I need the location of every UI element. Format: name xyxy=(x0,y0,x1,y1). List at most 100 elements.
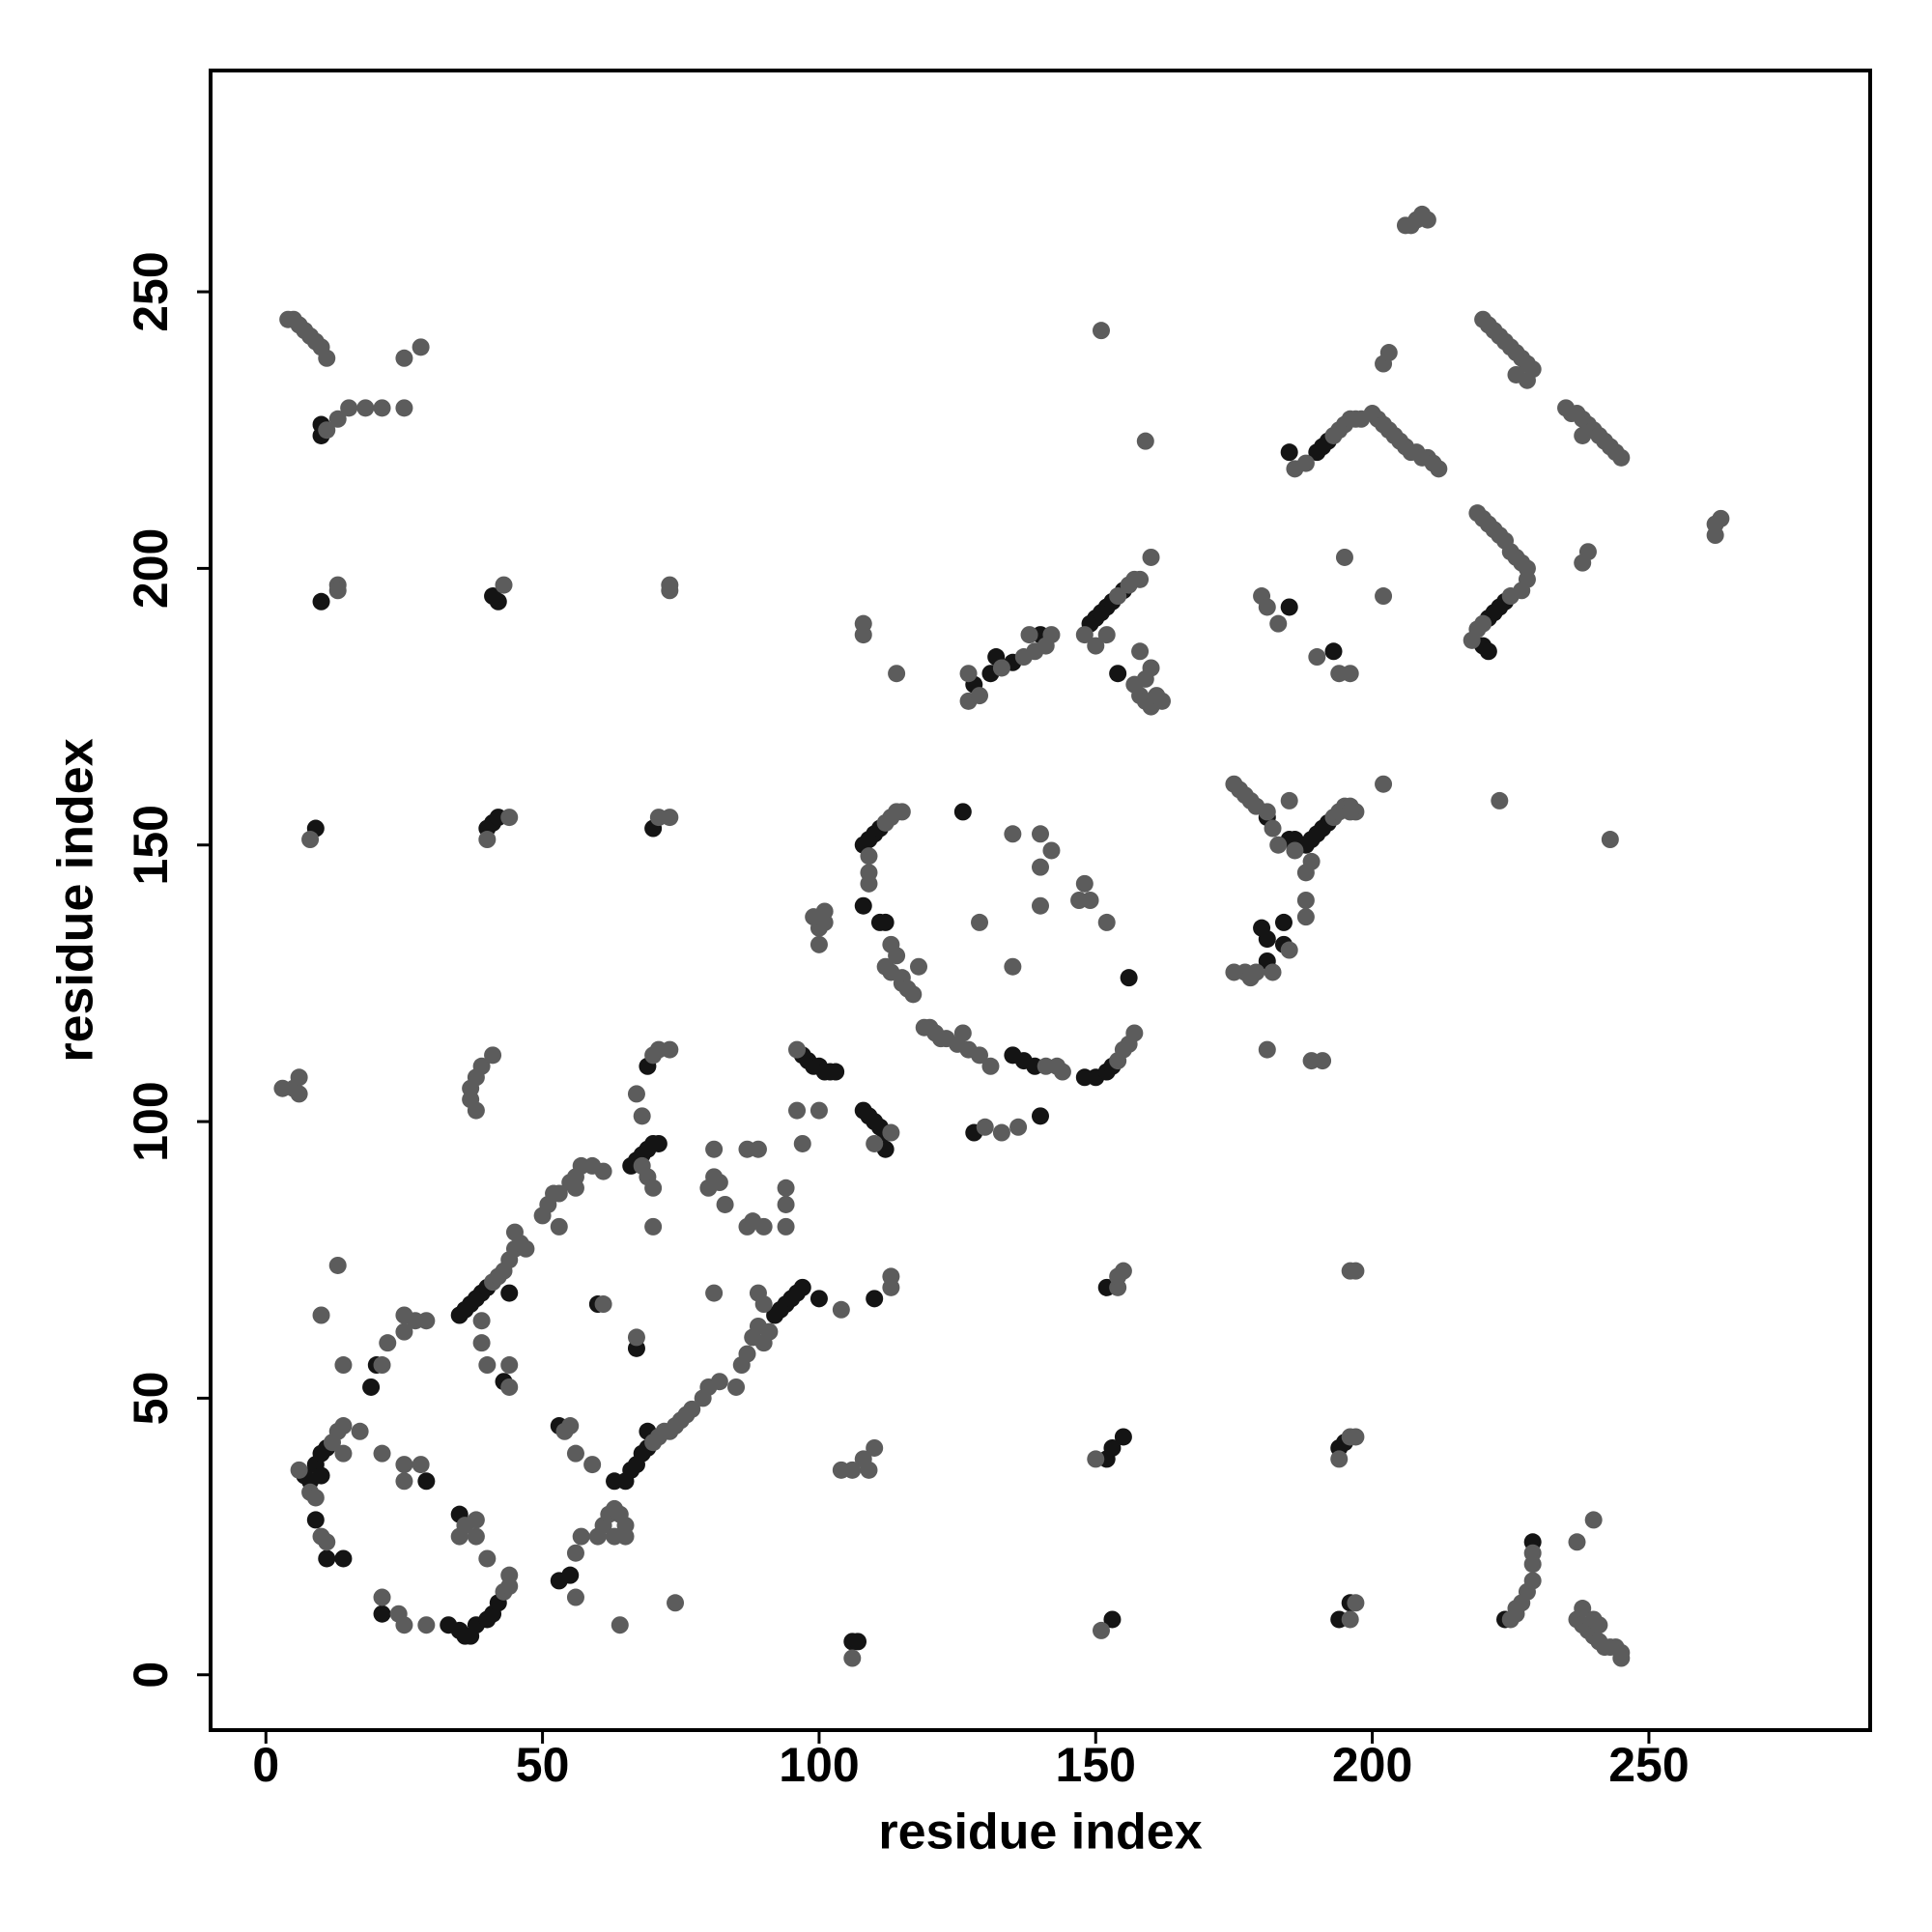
point xyxy=(716,1195,734,1213)
point xyxy=(810,935,828,953)
point xyxy=(583,1456,602,1474)
point xyxy=(412,338,430,356)
point xyxy=(777,1195,795,1213)
point xyxy=(1578,543,1597,561)
point xyxy=(849,1633,867,1651)
point xyxy=(318,349,336,367)
point xyxy=(450,1527,469,1546)
point xyxy=(749,1140,767,1158)
point xyxy=(1269,614,1288,633)
x-tick-label: 150 xyxy=(1056,1738,1136,1792)
point xyxy=(500,1566,519,1584)
point xyxy=(1479,642,1497,661)
point xyxy=(1032,825,1049,843)
point xyxy=(318,421,336,440)
point xyxy=(500,809,519,827)
point xyxy=(1308,648,1326,667)
point xyxy=(500,1356,519,1375)
point xyxy=(478,1549,497,1568)
point xyxy=(373,1356,391,1375)
point xyxy=(1612,448,1631,467)
point xyxy=(705,1284,724,1302)
point xyxy=(1296,454,1315,472)
x-tick-label: 250 xyxy=(1608,1738,1689,1792)
point xyxy=(1131,570,1150,588)
point xyxy=(971,1046,989,1065)
y-tick-label: 100 xyxy=(124,1081,178,1161)
point xyxy=(860,1461,878,1479)
point xyxy=(1097,626,1116,644)
point xyxy=(379,1334,397,1352)
point xyxy=(500,1378,519,1396)
point xyxy=(312,592,330,611)
point xyxy=(1568,1533,1586,1551)
point xyxy=(328,410,347,428)
point xyxy=(334,1549,353,1568)
point xyxy=(412,1456,430,1474)
point xyxy=(1523,1544,1542,1562)
point xyxy=(843,1649,862,1667)
point xyxy=(1335,548,1353,566)
point xyxy=(1042,841,1061,860)
point xyxy=(793,1134,811,1152)
point xyxy=(1507,365,1525,384)
point xyxy=(683,1400,701,1418)
point xyxy=(1341,665,1359,683)
point xyxy=(1601,831,1619,849)
point xyxy=(1103,1610,1122,1629)
point xyxy=(1097,913,1116,931)
point xyxy=(417,1472,436,1491)
point xyxy=(1347,1594,1365,1612)
point xyxy=(328,582,347,600)
y-tick-label: 200 xyxy=(124,528,178,609)
point xyxy=(893,803,911,821)
point xyxy=(661,582,679,600)
point xyxy=(334,1356,353,1375)
point xyxy=(644,1217,663,1236)
point xyxy=(1280,791,1298,810)
point xyxy=(611,1616,629,1634)
y-tick-label: 250 xyxy=(124,251,178,331)
point xyxy=(649,1134,668,1152)
point xyxy=(1341,1610,1359,1629)
point xyxy=(904,985,923,1004)
point xyxy=(760,1322,779,1341)
point xyxy=(472,1334,491,1352)
point xyxy=(882,1267,900,1286)
point xyxy=(971,913,989,931)
y-tick-label: 50 xyxy=(124,1372,178,1426)
point xyxy=(1296,908,1315,926)
point xyxy=(866,1290,884,1308)
point xyxy=(710,1373,728,1391)
point xyxy=(705,1140,724,1158)
point xyxy=(1131,642,1150,661)
x-axis-label: residue index xyxy=(878,1804,1202,1861)
point xyxy=(1092,322,1110,340)
point xyxy=(472,1057,491,1075)
point xyxy=(1087,637,1105,655)
point xyxy=(1584,1511,1603,1529)
point xyxy=(992,1123,1010,1142)
point xyxy=(1103,1438,1122,1457)
point xyxy=(478,1356,497,1375)
point xyxy=(500,1284,519,1302)
point xyxy=(1574,1600,1592,1618)
point xyxy=(1020,626,1038,644)
point xyxy=(594,1295,612,1314)
point xyxy=(1032,858,1049,876)
point xyxy=(832,1461,850,1479)
point xyxy=(1009,1118,1028,1136)
x-tick-label: 50 xyxy=(516,1738,570,1792)
point xyxy=(661,809,679,827)
point xyxy=(1070,892,1089,909)
point xyxy=(953,803,972,821)
point xyxy=(1274,913,1293,931)
point xyxy=(1048,1057,1066,1075)
point xyxy=(953,1024,972,1042)
point xyxy=(627,1328,645,1347)
point xyxy=(1004,957,1022,976)
point xyxy=(1109,665,1127,683)
point xyxy=(334,1444,353,1463)
point xyxy=(1341,803,1359,821)
